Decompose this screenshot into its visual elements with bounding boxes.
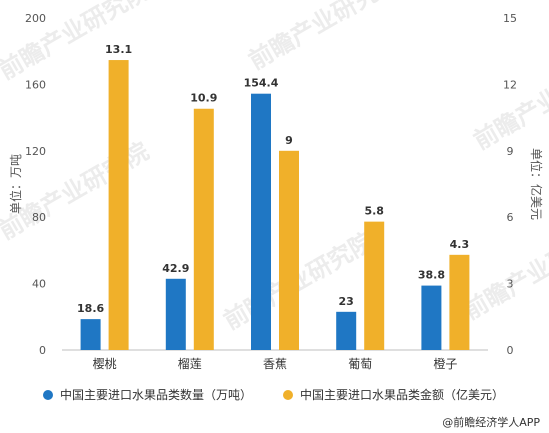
data-labels-layer: 18.6 42.9 154.4 23 38.8 13.1 10.9 9 5.8 4.3 (77, 43, 469, 315)
bar-s1-1 (193, 108, 214, 350)
source-credit: @前瞻经济学人APP (442, 415, 540, 429)
y-right-tick-0: 0 (507, 344, 514, 357)
y-right-tick-1: 3 (507, 278, 514, 291)
x-tick-label-1: 榴莲 (178, 357, 202, 371)
x-tick-label-4: 橙子 (433, 356, 457, 371)
data-label-s0-3: 23 (339, 295, 354, 308)
bars-layer (80, 60, 470, 351)
y-left-tick-3: 120 (25, 145, 46, 158)
y-left-tick-1: 40 (32, 278, 46, 291)
y-axis-left-title: 单位：万吨 (8, 154, 23, 214)
data-label-s1-4: 4.3 (450, 238, 470, 251)
watermark-2: 前瞻产业研究院 (469, 47, 549, 155)
watermark-5: 前瞻产业研究院 (459, 217, 549, 325)
bar-s0-2 (251, 93, 271, 351)
legend: 中国主要进口水果品类数量（万吨） 中国主要进口水果品类金额（亿美元） (43, 387, 504, 402)
bar-s0-1 (165, 278, 186, 350)
y-right-tick-3: 9 (507, 145, 514, 158)
bar-s1-2 (279, 150, 299, 350)
bar-s0-0 (80, 319, 101, 350)
data-label-s1-1: 10.9 (190, 92, 217, 105)
y-left-tick-4: 160 (25, 78, 46, 91)
data-label-s0-4: 38.8 (418, 269, 445, 282)
data-label-s0-1: 42.9 (162, 262, 189, 275)
bar-s1-0 (108, 60, 129, 350)
data-label-s1-3: 5.8 (364, 205, 384, 218)
legend-marker-quantity (43, 390, 53, 400)
y-right-tick-4: 12 (503, 78, 517, 91)
legend-label-value: 中国主要进口水果品类金额（亿美元） (300, 387, 504, 402)
y-right-tick-2: 6 (507, 211, 514, 224)
y-left-tick-5: 200 (25, 12, 46, 25)
x-tick-label-3: 葡萄 (348, 357, 372, 371)
data-label-s1-0: 13.1 (105, 43, 132, 56)
legend-label-quantity: 中国主要进口水果品类数量（万吨） (60, 387, 252, 402)
y-left-tick-0: 0 (39, 344, 46, 357)
bar-s1-4 (449, 254, 470, 350)
x-tick-label-0: 樱桃 (93, 356, 117, 371)
watermark-3: 前瞻产业研究院 (0, 137, 153, 245)
axes-layer: 0 40 80 120 160 200 0 3 6 9 12 15 樱桃 榴莲 香蕉 葡萄 橙子 (25, 12, 517, 371)
y-axis-right-title: 单位：亿美元 (529, 148, 544, 220)
bar-s1-3 (364, 221, 385, 350)
data-label-s1-2: 9 (285, 134, 293, 147)
bar-s0-4 (421, 285, 442, 350)
y-right-tick-5: 15 (503, 12, 517, 25)
data-label-s0-2: 154.4 (244, 77, 279, 90)
watermark-1: 前瞻产业研究院 (244, 0, 403, 75)
x-tick-label-2: 香蕉 (263, 357, 287, 371)
legend-marker-value (283, 390, 293, 400)
data-label-s0-0: 18.6 (77, 302, 104, 315)
bar-s0-3 (336, 311, 357, 350)
y-left-tick-2: 80 (32, 211, 46, 224)
